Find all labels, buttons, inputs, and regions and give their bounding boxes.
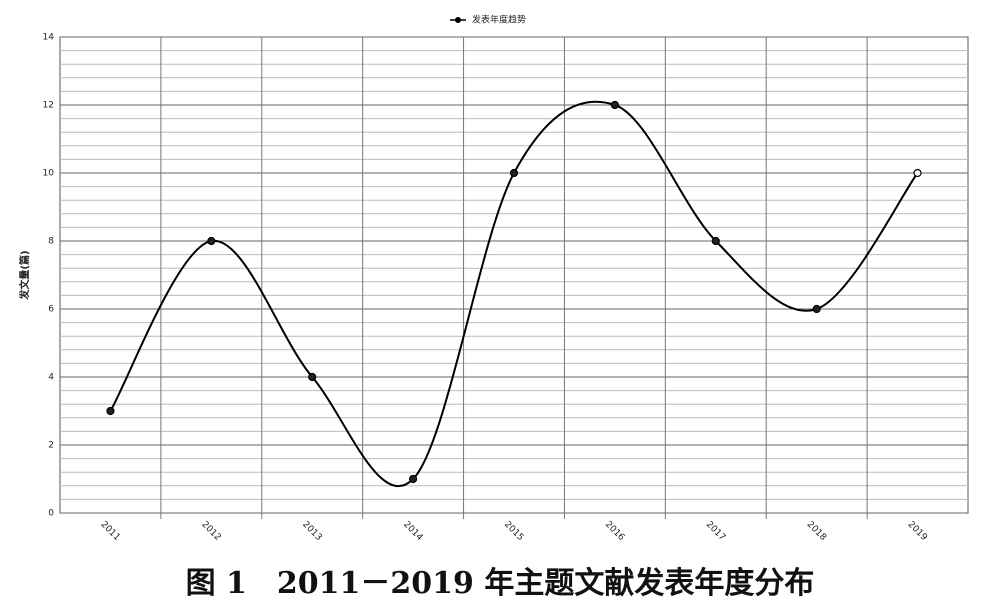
x-tick-label: 2015 xyxy=(502,520,525,543)
marker xyxy=(207,236,216,246)
marker xyxy=(913,168,922,178)
y-tick-label: 4 xyxy=(48,373,54,383)
x-tick-label: 2016 xyxy=(603,520,626,543)
y-tick-label: 12 xyxy=(43,101,54,111)
marker xyxy=(308,372,317,382)
marker xyxy=(711,236,720,246)
marker xyxy=(610,100,619,110)
marker xyxy=(509,168,519,178)
x-tick-label: 2014 xyxy=(401,520,424,543)
y-tick-label: 8 xyxy=(48,237,54,247)
line xyxy=(109,100,919,488)
chart-title: 图 1 2011－2019 年主题文献发表年度分布 xyxy=(186,566,815,601)
x-tick-label: 2013 xyxy=(300,520,323,543)
x-tick-label: 2019 xyxy=(906,520,929,543)
x-tick-label: 2017 xyxy=(704,520,727,543)
y-tick-label: 2 xyxy=(48,441,54,451)
legend-marker xyxy=(455,17,461,23)
y-tick-label: 14 xyxy=(43,33,55,43)
x-tick-label: 2018 xyxy=(805,520,828,543)
x-tick-label: 2011 xyxy=(98,520,121,543)
legend-label: 发表年度趋势 xyxy=(472,14,526,26)
marker xyxy=(106,406,115,416)
x-tick-label: 2012 xyxy=(199,520,222,543)
y-tick-label: 6 xyxy=(48,305,54,315)
plot-area xyxy=(59,36,969,514)
y-tick-label: 0 xyxy=(48,509,54,519)
y-axis-label: 发文量(篇) xyxy=(18,250,31,300)
marker xyxy=(812,304,821,314)
marker xyxy=(409,474,418,484)
y-tick-label: 10 xyxy=(43,169,55,179)
